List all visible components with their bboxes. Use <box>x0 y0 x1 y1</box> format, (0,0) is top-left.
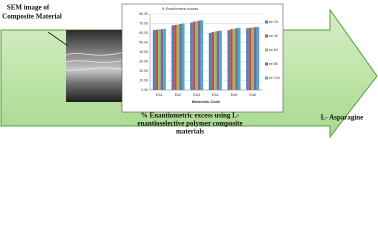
caption: % Enantiometric excess using L- <box>141 112 240 120</box>
x-tick-label: EA4 <box>212 93 219 97</box>
bar <box>181 23 185 90</box>
legend-label: ee 2h <box>269 20 278 24</box>
bar <box>227 30 231 90</box>
bar <box>171 25 175 90</box>
x-axis-label: Materials Code <box>192 99 221 104</box>
bar <box>246 28 249 90</box>
sem-label: SEM image of <box>7 4 50 12</box>
bar <box>248 27 252 90</box>
bar <box>232 28 236 91</box>
bar <box>211 32 215 90</box>
y-tick-label: 50.00 <box>139 40 148 44</box>
legend-swatch <box>265 62 268 66</box>
y-tick-label: 0.00 <box>141 88 148 92</box>
y-tick-label: 60.00 <box>139 31 148 35</box>
sem-label: Composite Material <box>2 13 62 21</box>
legend-label: ee 10h <box>269 76 280 80</box>
bar <box>160 29 164 90</box>
legend-swatch <box>265 34 268 38</box>
y-tick-label: 20.00 <box>139 69 148 73</box>
bar <box>176 24 180 91</box>
sem-texture <box>65 51 125 71</box>
y-tick-label: 30.00 <box>139 59 148 63</box>
bar <box>251 27 254 90</box>
bar <box>237 27 241 90</box>
x-tick-label: EA1 <box>156 93 163 97</box>
page: {"sem_label": ["SEM image of", "Composit… <box>0 3 378 139</box>
target-label: L- Asparagine <box>321 114 364 122</box>
bar <box>219 30 222 90</box>
graphical-abstract: SEM image of Composite Material % Enanti… <box>0 4 378 139</box>
bar <box>174 24 177 90</box>
y-tick-label: 80.00 <box>139 12 148 16</box>
y-tick-label: 40.00 <box>139 50 148 54</box>
bar <box>163 28 166 91</box>
bar <box>208 33 212 90</box>
bar <box>192 21 196 91</box>
bar <box>216 31 220 91</box>
bar <box>253 27 257 90</box>
bar <box>256 26 260 90</box>
pointer-line <box>47 31 69 47</box>
bar <box>200 20 204 90</box>
legend-label: ee 4h <box>269 34 278 38</box>
y-tick-label: 70.00 <box>139 21 148 25</box>
x-tick-label: EA6 <box>249 93 256 97</box>
legend-label: ee 6h <box>269 48 278 52</box>
x-tick-label: EA2 <box>175 93 182 97</box>
bar <box>179 23 182 91</box>
x-tick-label: EA3 <box>193 93 200 97</box>
legend-label: ee 8h <box>269 62 278 66</box>
legend-swatch <box>265 48 268 52</box>
bar <box>214 31 217 90</box>
bar <box>152 30 156 90</box>
bar <box>158 29 161 90</box>
x-tick-label: EA5 <box>231 93 238 97</box>
bar <box>235 28 238 90</box>
bar <box>230 29 233 90</box>
bar <box>195 21 198 90</box>
y-axis-label: % Enantiomeric excess <box>162 7 199 11</box>
legend-swatch <box>265 20 268 24</box>
caption: materials <box>176 128 204 136</box>
bar <box>155 29 159 90</box>
bar <box>190 22 193 90</box>
sem-image <box>66 30 124 102</box>
caption: enantioselective polymer composite <box>137 120 242 128</box>
legend-swatch <box>265 76 268 80</box>
bar <box>197 20 201 90</box>
y-tick-label: 10.00 <box>139 78 148 82</box>
